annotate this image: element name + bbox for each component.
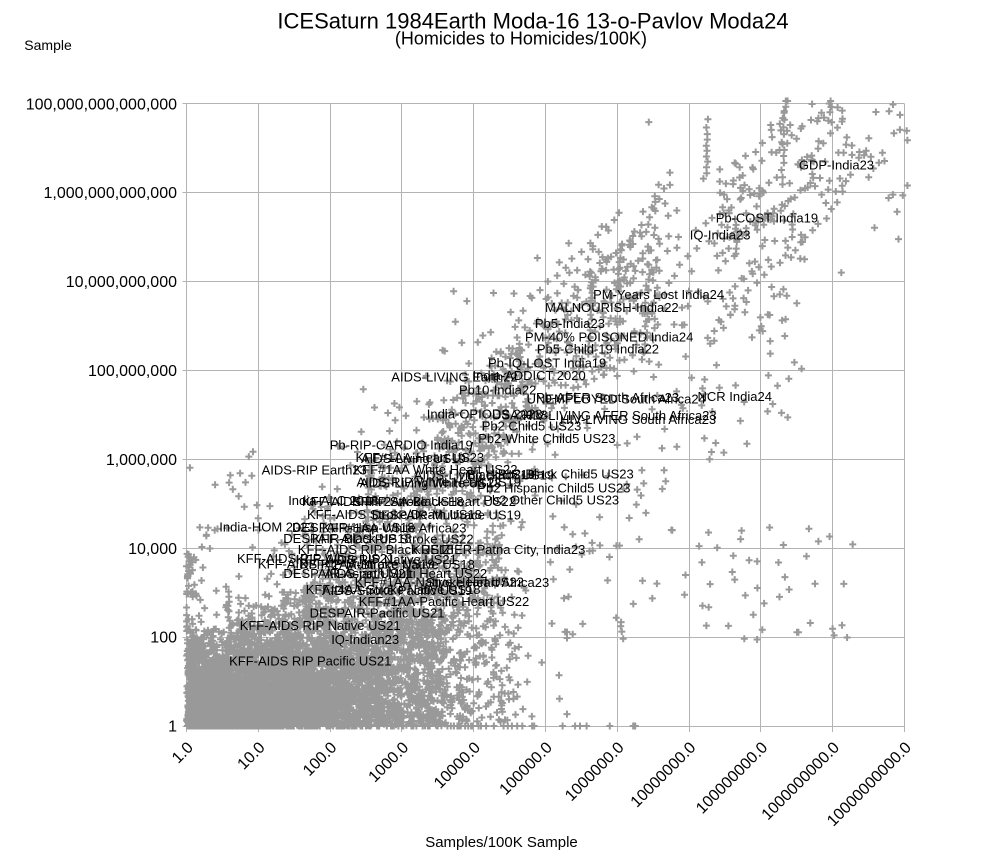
svg-text:1: 1 bbox=[168, 719, 177, 736]
svg-text:KFF-AIDS RIP Pacific US21: KFF-AIDS RIP Pacific US21 bbox=[229, 654, 391, 669]
svg-text:KREIZIER-Patna City, India23: KREIZIER-Patna City, India23 bbox=[412, 542, 585, 557]
svg-text:KFF-AIDS RIP Native US21: KFF-AIDS RIP Native US21 bbox=[240, 618, 401, 633]
svg-text:KFF-AIDS RIP Stroke US18: KFF-AIDS RIP Stroke US18 bbox=[302, 494, 464, 509]
svg-text:100,000,000,000,000: 100,000,000,000,000 bbox=[26, 96, 177, 113]
svg-text:Pb-RIP-CARDIO India19: Pb-RIP-CARDIO India19 bbox=[330, 438, 473, 453]
svg-text:KFF#2AA-Stroke Native US18: KFF#2AA-Stroke Native US18 bbox=[300, 557, 475, 572]
svg-text:10,000: 10,000 bbox=[128, 541, 177, 558]
svg-text:GDP-India23: GDP-India23 bbox=[799, 158, 874, 173]
svg-text:Samples/100K Sample: Samples/100K Sample bbox=[425, 834, 578, 851]
svg-text:100: 100 bbox=[150, 630, 177, 647]
svg-text:Pb2-Black Child5 US23: Pb2-Black Child5 US23 bbox=[498, 467, 634, 482]
svg-text:AIDS-RIP Earth23: AIDS-RIP Earth23 bbox=[262, 462, 367, 477]
svg-text:ICESaturn 1984Earth Moda-16 13: ICESaturn 1984Earth Moda-16 13-o-Pavlov … bbox=[277, 9, 788, 34]
svg-text:Pb5-Child-19 India22: Pb5-Child-19 India22 bbox=[537, 341, 659, 356]
svg-text:AIDS-Living Black US19: AIDS-Living Black US19 bbox=[414, 468, 554, 483]
svg-text:USA2018: USA2018 bbox=[492, 408, 548, 423]
svg-text:KFF-AIDS RIP Black US18: KFF-AIDS RIP Black US18 bbox=[298, 542, 454, 557]
svg-text:Sample: Sample bbox=[24, 37, 72, 53]
svg-text:India-OPIODS 2023: India-OPIODS 2023 bbox=[427, 406, 543, 421]
svg-text:/: / bbox=[469, 440, 474, 457]
svg-text:100,000,000: 100,000,000 bbox=[88, 363, 177, 380]
svg-text:KFF#1AA-Heart US23: KFF#1AA-Heart US23 bbox=[356, 450, 485, 465]
svg-text:Pb5-India23: Pb5-India23 bbox=[535, 316, 605, 331]
svg-text:DESPAIR-Multirace US19: DESPAIR-Multirace US19 bbox=[372, 508, 521, 523]
svg-text:AIDS-path Multi Heart US22: AIDS-path Multi Heart US22 bbox=[325, 566, 488, 581]
svg-text:Pb2 Hispanic Child5 US23: Pb2 Hispanic Child5 US23 bbox=[477, 480, 630, 495]
svg-text:IQ-India23: IQ-India23 bbox=[690, 228, 751, 243]
svg-text:10,000,000,000: 10,000,000,000 bbox=[66, 274, 177, 291]
svg-text:Pb10-India22: Pb10-India22 bbox=[459, 382, 536, 397]
svg-text:HIV-LIVING South Africa23: HIV-LIVING South Africa23 bbox=[560, 412, 716, 427]
svg-text:KFF#4AA-Stroke Native US18: KFF#4AA-Stroke Native US18 bbox=[306, 582, 481, 597]
svg-text:India-HOM 2023: India-HOM 2023 bbox=[219, 519, 314, 534]
svg-text:PM-Years Lost India24: PM-Years Lost India24 bbox=[593, 287, 724, 302]
svg-text:Pb2 Child5 US23: Pb2 Child5 US23 bbox=[482, 419, 582, 434]
svg-text:KFF#1AA-White Africa23: KFF#1AA-White Africa23 bbox=[322, 521, 467, 536]
svg-text:Pb2-White Child5 US23: Pb2-White Child5 US23 bbox=[478, 431, 615, 446]
svg-text:India-ADDICT 2020: India-ADDICT 2020 bbox=[473, 368, 586, 383]
svg-text:IQ-Indian23: IQ-Indian23 bbox=[331, 632, 399, 647]
svg-text:KFF#1AA White Heart US22: KFF#1AA White Heart US22 bbox=[354, 462, 518, 477]
svg-text:NCR India24: NCR India24 bbox=[698, 389, 772, 404]
svg-text:Pb-IQ-LOST India19: Pb-IQ-LOST India19 bbox=[488, 355, 606, 370]
svg-text:KFF-AIDS RIP White US21: KFF-AIDS RIP White US21 bbox=[237, 551, 394, 566]
svg-text:AIDS-Living White US23: AIDS-Living White US23 bbox=[360, 476, 502, 491]
svg-text:KFF-AIDS RIP Stroke US22: KFF-AIDS RIP Stroke US22 bbox=[312, 532, 474, 547]
svg-text:PM-40% POISONED India24: PM-40% POISONED India24 bbox=[525, 330, 693, 345]
svg-text:KFF-AIDS RIP Native US21: KFF-AIDS RIP Native US21 bbox=[296, 552, 457, 567]
svg-text:DESPAIR-Hisp US18: DESPAIR-Hisp US18 bbox=[292, 520, 415, 535]
svg-text:DESPAIR-Asian US21: DESPAIR-Asian US21 bbox=[283, 566, 412, 581]
svg-text:AIDS-Stroke Pacific US19: AIDS-Stroke Pacific US19 bbox=[322, 583, 472, 598]
svg-text:MALNOURISH-India22: MALNOURISH-India22 bbox=[545, 300, 679, 315]
svg-text:1,000,000,000,000: 1,000,000,000,000 bbox=[44, 185, 178, 202]
svg-text:1,000,000: 1,000,000 bbox=[106, 452, 177, 469]
svg-text:HIV-LIVING AFER South Africa23: HIV-LIVING AFER South Africa23 bbox=[523, 408, 717, 423]
svg-text:KFF#1AA-Pacific Heart US22: KFF#1AA-Pacific Heart US22 bbox=[359, 594, 530, 609]
svg-text:AIDS-RIP White Heart US19: AIDS-RIP White Heart US19 bbox=[357, 475, 521, 490]
svg-text:Black US19: Black US19 bbox=[467, 467, 535, 482]
svg-text:AIDS-Living US19: AIDS-Living US19 bbox=[361, 451, 466, 466]
svg-text:Pb2 Other Child5 US23: Pb2 Other Child5 US23 bbox=[483, 493, 619, 508]
svg-text:DESPAIR-Black US18: DESPAIR-Black US18 bbox=[283, 531, 411, 546]
svg-text:Pb-COST India19: Pb-COST India19 bbox=[716, 211, 818, 226]
svg-text:(Homicides to Homicides/100K): (Homicides to Homicides/100K) bbox=[395, 29, 647, 49]
svg-text:UNEMPLOYED South Africa24: UNEMPLOYED South Africa24 bbox=[527, 392, 706, 407]
svg-text:DESPAIR-Pacific US21: DESPAIR-Pacific US21 bbox=[310, 605, 445, 620]
svg-text:KFF#2AA-Black Heart US22: KFF#2AA-Black Heart US22 bbox=[352, 494, 516, 509]
svg-text:KFF-AIDS Stroke/Death US18: KFF-AIDS Stroke/Death US18 bbox=[307, 507, 482, 522]
svg-text:India-ALC 2018: India-ALC 2018 bbox=[288, 493, 378, 508]
svg-text:KFF#1AA-Native Heart US22: KFF#1AA-Native Heart US22 bbox=[355, 575, 524, 590]
svg-text:AIDS-LIVING Earth22: AIDS-LIVING Earth22 bbox=[391, 369, 517, 384]
svg-text:Pb-AFER South Africa23: Pb-AFER South Africa23 bbox=[536, 390, 679, 405]
svg-text:KFF-AIDS RIP Multirace US19: KFF-AIDS RIP Multirace US19 bbox=[258, 557, 435, 572]
svg-text:Stroke Heart Africa23: Stroke Heart Africa23 bbox=[426, 575, 550, 590]
